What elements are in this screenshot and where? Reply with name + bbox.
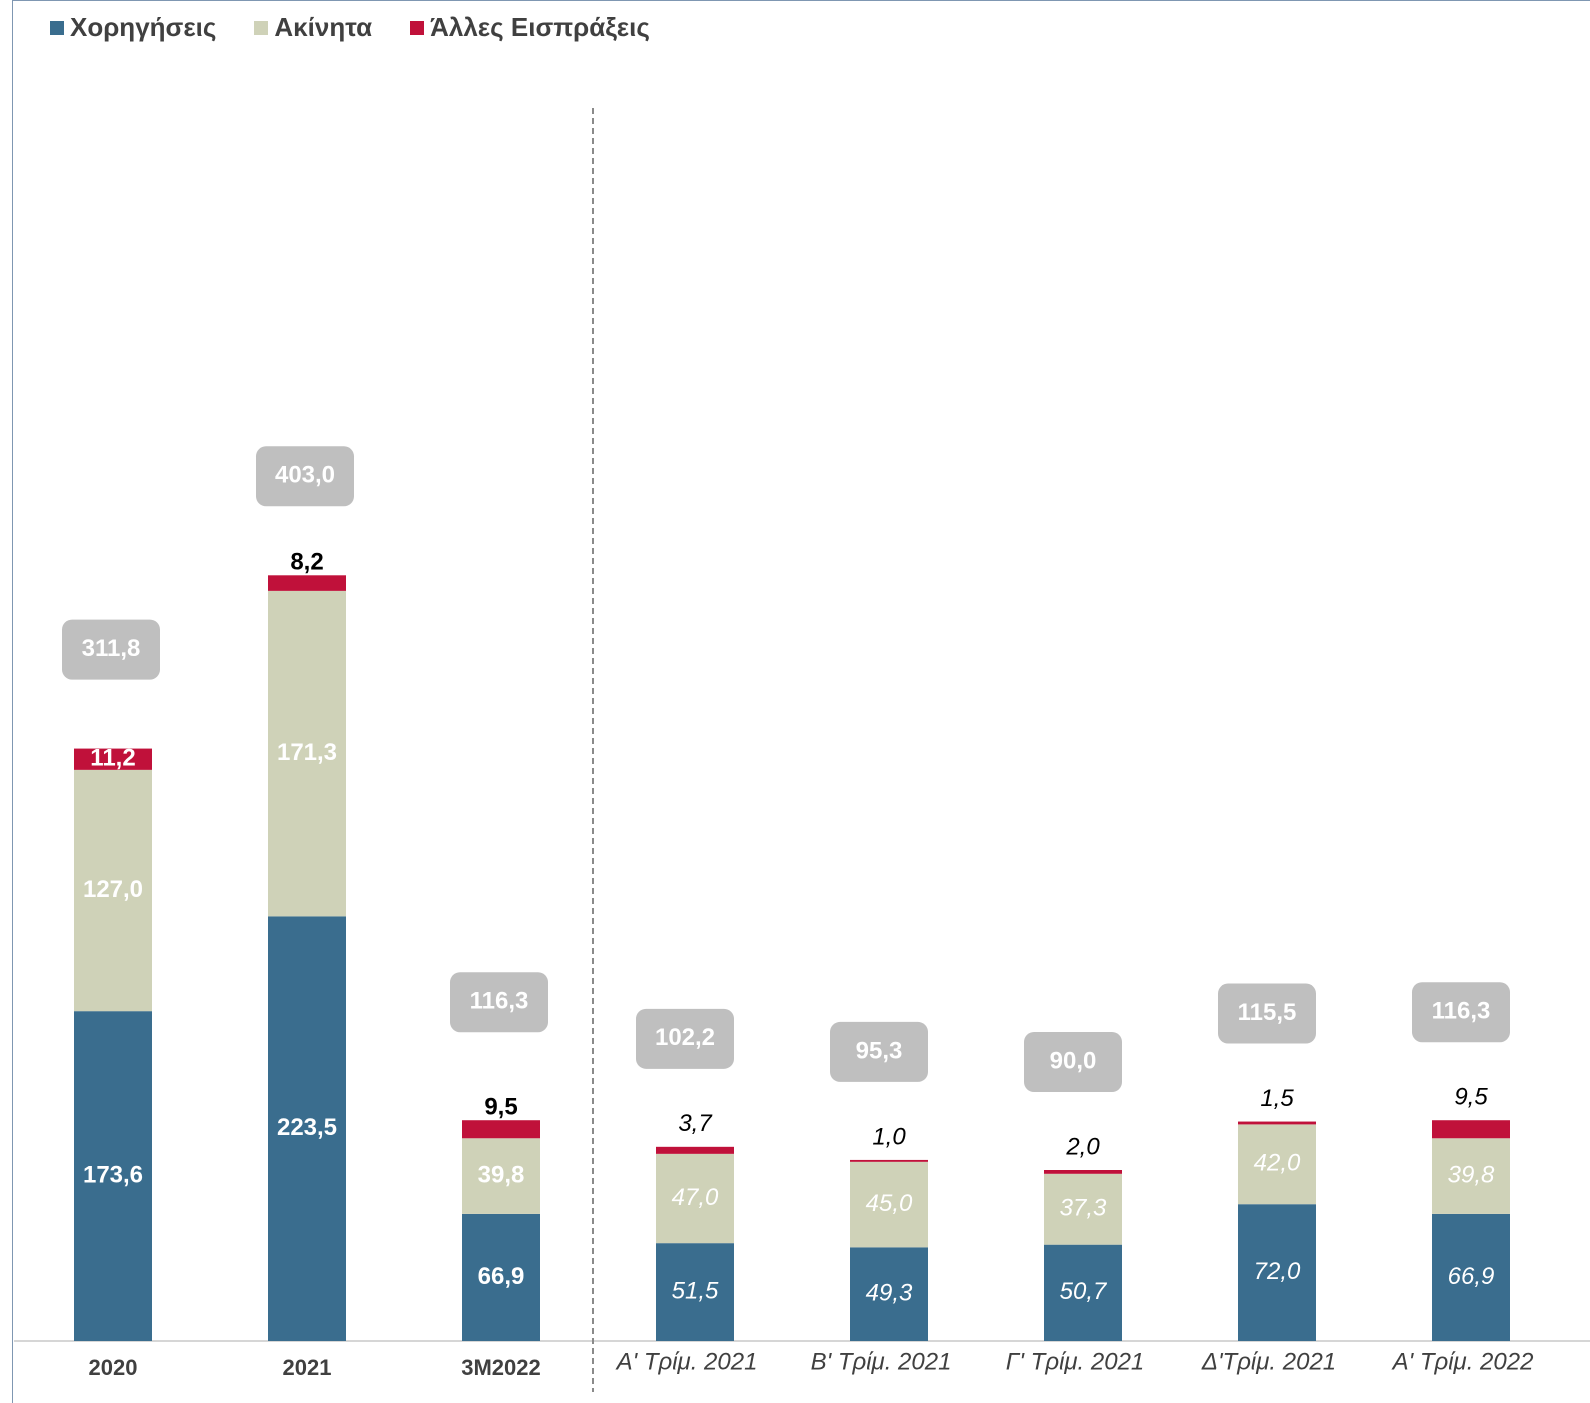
legend: Χορηγήσεις Ακίνητα Άλλες Εισπράξεις	[50, 12, 688, 43]
data-label-other-receipts-4: 3,7	[678, 1110, 713, 1137]
bar-segment-real-estate-2	[268, 590, 346, 917]
data-label-loans-8: 66,9	[1448, 1263, 1495, 1290]
bar-segment-real-estate-7	[1238, 1124, 1316, 1205]
chart-frame	[12, 0, 1590, 1403]
bar-segment-real-estate-8	[1432, 1138, 1510, 1214]
category-label-5: Β' Τρίμ. 2021	[811, 1348, 952, 1375]
data-label-real-estate-7: 42,0	[1254, 1150, 1301, 1177]
total-label-2: 403,0	[275, 462, 335, 489]
bar-segment-real-estate-4	[656, 1153, 734, 1244]
data-label-real-estate-2: 171,3	[277, 739, 337, 766]
data-label-loans-3: 66,9	[478, 1263, 525, 1290]
category-label-3: 3M2022	[461, 1355, 541, 1380]
data-label-loans-7: 72,0	[1254, 1258, 1301, 1285]
bar-segment-loans-4	[656, 1243, 734, 1341]
legend-label-loans: Χορηγήσεις	[70, 12, 217, 42]
bar-segment-real-estate-1	[74, 769, 152, 1012]
data-label-loans-5: 49,3	[866, 1280, 913, 1307]
bar-segment-other-receipts-4	[656, 1146, 734, 1154]
data-label-real-estate-1: 127,0	[83, 876, 143, 903]
legend-swatch-loans	[50, 20, 64, 35]
data-label-other-receipts-6: 2,0	[1065, 1133, 1100, 1160]
data-label-real-estate-8: 39,8	[1448, 1161, 1495, 1188]
legend-item-real-estate: Ακίνητα	[254, 12, 372, 43]
bar-segment-loans-3	[462, 1213, 540, 1341]
data-label-other-receipts-7: 1,5	[1260, 1085, 1294, 1112]
total-callout-box-6	[1024, 1032, 1122, 1092]
bar-segment-other-receipts-5	[850, 1159, 928, 1162]
total-callout-box-3	[450, 972, 548, 1033]
legend-item-other-receipts: Άλλες Εισπράξεις	[410, 12, 650, 43]
data-label-other-receipts-1: 11,2	[90, 745, 135, 772]
data-label-loans-1: 173,6	[83, 1161, 143, 1188]
total-callout-box-4	[636, 1008, 734, 1069]
category-label-8: Α' Τρίμ. 2022	[1391, 1348, 1534, 1375]
legend-item-loans: Χορηγήσεις	[50, 12, 216, 43]
bar-segment-real-estate-6	[1044, 1173, 1122, 1245]
data-label-loans-2: 223,5	[277, 1114, 337, 1141]
legend-label-other-receipts: Άλλες Εισπράξεις	[430, 12, 650, 42]
data-label-loans-4: 51,5	[672, 1277, 719, 1304]
data-label-loans-6: 50,7	[1060, 1278, 1108, 1305]
total-label-1: 311,8	[82, 635, 141, 662]
bar-segment-loans-6	[1044, 1244, 1122, 1341]
total-callout-box-1	[62, 619, 160, 680]
bar-segment-loans-5	[850, 1247, 928, 1341]
total-label-5: 95,3	[856, 1037, 903, 1064]
data-label-other-receipts-5: 1,0	[872, 1123, 906, 1150]
data-label-real-estate-5: 45,0	[866, 1190, 913, 1217]
data-label-real-estate-3: 39,8	[478, 1161, 525, 1188]
bar-segment-real-estate-3	[462, 1138, 540, 1214]
bar-segment-other-receipts-6	[1044, 1170, 1122, 1174]
category-label-7: Δ'Τρίμ. 2021	[1201, 1348, 1336, 1375]
category-label-2: 2021	[283, 1355, 332, 1380]
total-label-7: 115,5	[1238, 999, 1297, 1026]
total-label-3: 116,3	[470, 988, 529, 1015]
data-label-other-receipts-8: 9,5	[1454, 1084, 1488, 1111]
bar-segment-loans-2	[268, 916, 346, 1341]
legend-swatch-real-estate	[254, 20, 269, 35]
bar-segment-other-receipts-7	[1238, 1121, 1316, 1125]
total-callout-box-7	[1218, 983, 1316, 1044]
total-callout-box-5	[830, 1021, 928, 1082]
data-label-other-receipts-2: 8,2	[290, 549, 323, 576]
data-label-other-receipts-3: 9,5	[484, 1094, 517, 1121]
total-label-8: 116,3	[1432, 998, 1491, 1025]
data-label-real-estate-6: 37,3	[1060, 1195, 1107, 1222]
category-label-1: 2020	[89, 1355, 138, 1380]
bar-segment-loans-7	[1238, 1204, 1316, 1341]
category-label-6: Γ' Τρίμ. 2021	[1006, 1348, 1145, 1375]
bar-segment-other-receipts-2	[268, 575, 346, 591]
bar-segment-loans-8	[1432, 1213, 1510, 1341]
category-label-4: Α' Τρίμ. 2021	[615, 1348, 758, 1375]
bar-segment-other-receipts-8	[1432, 1120, 1510, 1139]
bar-segment-other-receipts-3	[462, 1120, 540, 1139]
legend-swatch-other-receipts	[410, 20, 425, 35]
bar-segment-loans-1	[74, 1011, 152, 1341]
bar-segment-real-estate-5	[850, 1161, 928, 1248]
total-callout-box-8	[1412, 982, 1510, 1043]
data-label-real-estate-4: 47,0	[672, 1184, 719, 1211]
total-label-6: 90,0	[1050, 1047, 1097, 1074]
total-label-4: 102,2	[655, 1024, 715, 1051]
total-callout-box-2	[256, 446, 354, 507]
bar-segment-other-receipts-1	[74, 748, 152, 770]
legend-label-real-estate: Ακίνητα	[274, 12, 373, 42]
